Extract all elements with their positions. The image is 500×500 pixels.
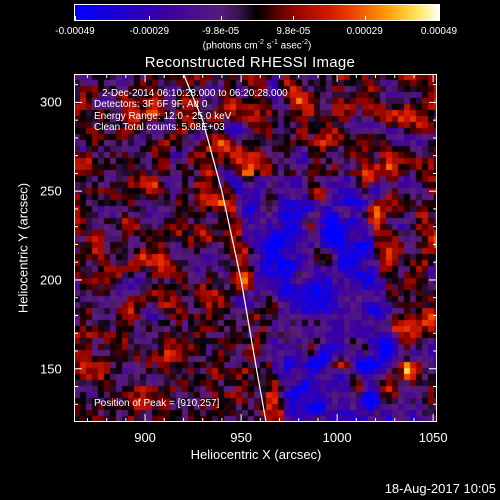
colorbar-tick-label: 9.8e-05 (276, 26, 311, 37)
y-axis-label: Heliocentric Y (arcsec) (15, 182, 31, 314)
x-tick-label: 1050 (418, 430, 448, 445)
colorbar-tick-label: -9.8e-05 (201, 26, 240, 37)
chart-title: Reconstructed RHESSI Image (144, 54, 356, 71)
colorbar-tick-mark (220, 16, 222, 20)
colorbar-tick-mark (364, 16, 366, 20)
colorbar-tick-label: -0.00029 (129, 26, 170, 37)
colorbar-tick-label: 0.00049 (420, 26, 458, 37)
y-tick-label: 250 (40, 183, 62, 199)
colorbar-unit: (photons cm-2 s-1 asec-2) (202, 39, 312, 52)
colorbar-tick-mark (293, 16, 295, 20)
solar-limb-line (182, 74, 267, 422)
heatmap-plot: 2-Dec-2014 06:10:28.000 to 06:20:28.000 … (74, 74, 437, 422)
x-tick-label: 900 (134, 430, 156, 445)
annotation-detectors: Detectors: 3F 6F 9F, Att 0 (94, 99, 208, 110)
x-tick-label: 950 (230, 430, 252, 445)
annotation-time-range: 2-Dec-2014 06:10:28.000 to 06:20:28.000 (102, 88, 288, 99)
y-tick-label: 200 (40, 272, 62, 288)
annotation-peak-position: Position of Peak = [910,257] (94, 398, 220, 409)
annotation-energy: Energy Range: 12.0 - 25.0 keV (94, 111, 232, 122)
x-tick-label: 1000 (322, 430, 352, 445)
y-tick-label: 150 (40, 361, 62, 377)
limb-curve-layer (182, 74, 267, 422)
colorbar-tick-mark (439, 16, 440, 20)
annotation-clean: Clean Total counts: 5.08E+03 (94, 122, 225, 133)
y-tick-label: 300 (40, 94, 62, 110)
colorbar (74, 4, 440, 21)
timestamp: 18-Aug-2017 10:05 (384, 481, 496, 496)
colorbar-tick-label: 0.00029 (346, 26, 383, 37)
colorbar-tick-mark (75, 16, 76, 20)
colorbar-tick-mark (149, 16, 151, 20)
colorbar-tick-label: -0.00049 (55, 26, 95, 37)
x-axis-label: Heliocentric X (arcsec) (190, 447, 322, 462)
